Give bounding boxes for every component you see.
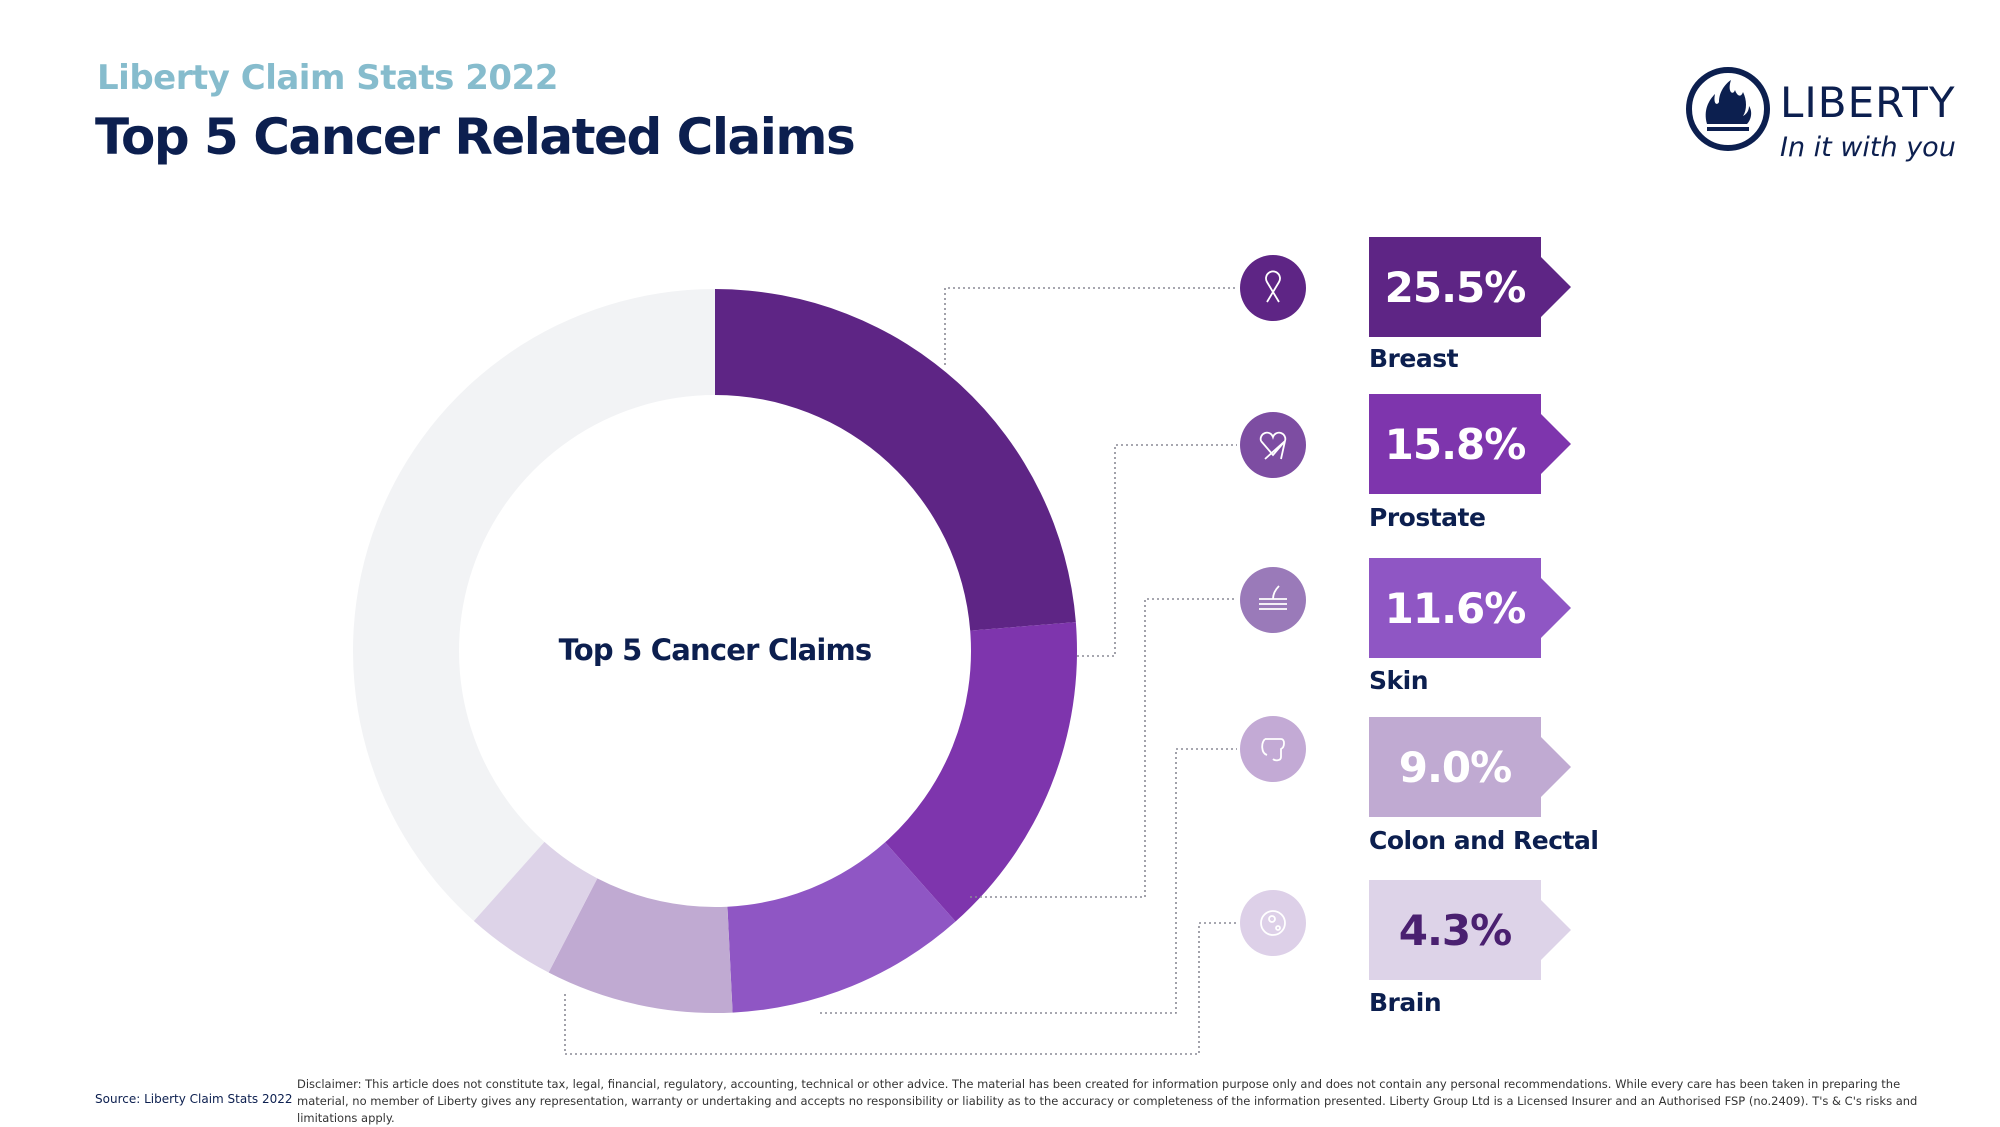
connector-line [944,287,1237,365]
icon-circle [1240,567,1306,633]
flame-logo-icon [1686,67,1770,151]
skin-icon [1240,567,1306,633]
category-label: Colon and Rectal [1369,826,1599,855]
icon-glyph [1265,270,1281,303]
icon-circle [1240,716,1306,782]
connector-line [820,748,1237,1014]
value-label: 11.6% [1369,558,1571,658]
category-label: Skin [1369,666,1429,695]
icon-glyph [1261,738,1285,762]
category-label: Brain [1369,988,1442,1017]
donut-slice-brain [473,841,598,973]
ribbon-icon [1240,255,1306,321]
donut-slice-colon-and-rectal [548,878,733,1013]
logo-wordmark: LIBERTY [1780,78,1956,127]
connector-line [564,922,1237,1055]
value-label: 4.3% [1369,880,1571,980]
donut-center-label: Top 5 Cancer Claims [558,633,873,667]
logo-tagline: In it with you [1780,132,1956,163]
value-label: 15.8% [1369,394,1571,494]
brain-cell-icon [1240,890,1306,956]
liberty-logo: LIBERTY In it with you [1685,66,1985,176]
icon-glyph [1259,431,1287,460]
connector-line [1077,444,1237,657]
prostate-icon [1240,412,1306,478]
category-label: Prostate [1369,503,1486,532]
category-label: Breast [1369,344,1459,373]
colon-icon [1240,716,1306,782]
value-label: 9.0% [1369,717,1571,817]
icon-glyph [1259,585,1287,610]
icon-circle [1240,890,1306,956]
subtitle: Liberty Claim Stats 2022 [97,58,558,98]
disclaimer: Disclaimer: This article does not consti… [297,1077,1918,1125]
donut-slice-prostate [885,622,1077,922]
donut-remainder [353,289,715,921]
source-note: Source: Liberty Claim Stats 2022 [95,1092,293,1106]
donut-slice-breast [715,289,1076,631]
page-title: Top 5 Cancer Related Claims [95,108,856,166]
value-label: 25.5% [1369,237,1571,337]
icon-glyph [1260,910,1286,936]
icon-circle [1240,412,1306,478]
donut-slice-skin [727,842,956,1013]
icon-circle [1240,255,1306,321]
